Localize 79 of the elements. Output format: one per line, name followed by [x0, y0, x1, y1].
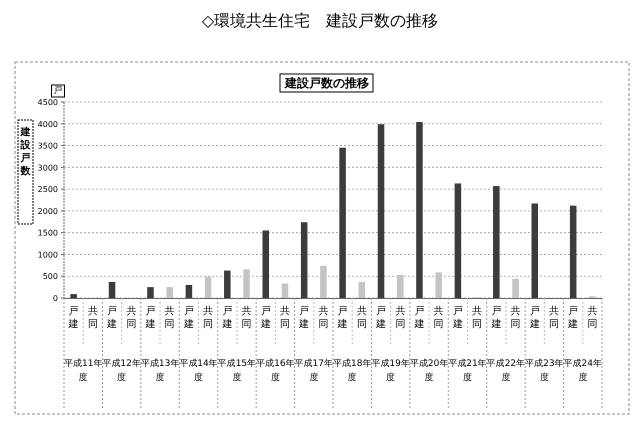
y-tick-label: 2500 — [38, 185, 58, 194]
text: 共同 — [395, 306, 406, 330]
y-tick-label: 4500 — [38, 98, 58, 107]
text: 戸建 — [568, 306, 578, 330]
y-tick-label: 1000 — [38, 250, 58, 260]
text: 共同 — [472, 306, 482, 330]
text: 戸建 — [68, 306, 79, 330]
x-tick-label: 平成22年度 — [486, 358, 526, 383]
bar — [416, 122, 423, 298]
x-tick-label: 平成16年度 — [256, 358, 295, 383]
bar — [396, 274, 404, 298]
bar — [320, 266, 327, 298]
text: 戸建 — [338, 306, 348, 330]
x-tick-label: 平成15年度 — [218, 358, 256, 383]
bar — [339, 148, 346, 298]
text: 共同 — [242, 306, 252, 330]
text: 戸建 — [145, 306, 156, 330]
chart-subtitle: 建設戸数の推移 — [284, 76, 369, 90]
bar — [204, 276, 212, 298]
bar — [282, 284, 288, 298]
x-tick-label: 平成12年度 — [102, 358, 141, 383]
text: 戸 — [54, 86, 62, 96]
y-tick-label: 1500 — [38, 228, 58, 238]
text: 共同 — [318, 306, 328, 330]
text: 戸建 — [491, 306, 502, 330]
bar — [435, 272, 442, 298]
bar — [531, 203, 538, 298]
bar — [108, 282, 116, 298]
text: 戸建 — [376, 306, 386, 330]
y-tick-label: 3000 — [38, 163, 58, 172]
series-label: 共同 — [164, 305, 175, 330]
text: 戸建 — [260, 306, 271, 330]
text: 共同 — [203, 306, 214, 330]
y-tick-label: 2000 — [38, 206, 58, 216]
x-tick-label: 平成13年度 — [140, 358, 180, 383]
text: 共同 — [434, 306, 444, 330]
x-tick-label: 平成19年度 — [371, 358, 410, 383]
bar — [243, 269, 250, 298]
bar — [454, 183, 462, 298]
x-tick-label: 平成14年度 — [179, 358, 218, 383]
bar — [70, 294, 77, 298]
bar — [262, 230, 270, 298]
y-tick-label: 0 — [52, 294, 58, 303]
bar — [166, 287, 173, 298]
bar — [570, 206, 576, 298]
x-tick-label: 平成18年度 — [332, 358, 372, 383]
text: 共同 — [587, 306, 598, 330]
text: 戸建 — [452, 306, 463, 330]
series-label: 戸建 — [182, 306, 194, 330]
text: 共同 — [356, 306, 367, 330]
x-tick-label: 平成21年度 — [448, 358, 487, 383]
bar — [512, 278, 519, 298]
chart-title: ◇環境共生住宅 建設戸数の推移 — [202, 11, 438, 30]
x-tick-label: 平成20年度 — [410, 358, 448, 383]
bar — [186, 284, 192, 298]
x-tick-label: 平成17年度 — [294, 358, 334, 383]
bar — [493, 186, 500, 298]
bar — [147, 287, 154, 298]
text: 戸建 — [299, 306, 310, 330]
text: 共同 — [548, 306, 559, 330]
text: 戸建 — [530, 306, 540, 330]
y-tick-label: 4000 — [38, 120, 58, 129]
text: 共同 — [280, 306, 290, 330]
y-axis-title: 建設戸数 — [20, 126, 32, 177]
text: 戸建 — [414, 306, 424, 330]
bar — [378, 124, 384, 298]
text: 共同 — [510, 306, 521, 330]
text: 共同 — [126, 306, 136, 330]
text: 戸建 — [222, 306, 232, 330]
bar — [224, 270, 231, 298]
x-tick-label: 平成11年度 — [64, 358, 102, 383]
bar — [300, 222, 308, 298]
y-tick-label: 3500 — [38, 142, 58, 151]
text: 共同 — [88, 306, 98, 330]
x-tick-label: 平成23年度 — [525, 358, 564, 383]
x-tick-label: 平成24年度 — [564, 358, 602, 383]
text: 戸建 — [107, 306, 118, 330]
y-tick-label: 500 — [42, 272, 58, 282]
bar — [358, 282, 366, 298]
